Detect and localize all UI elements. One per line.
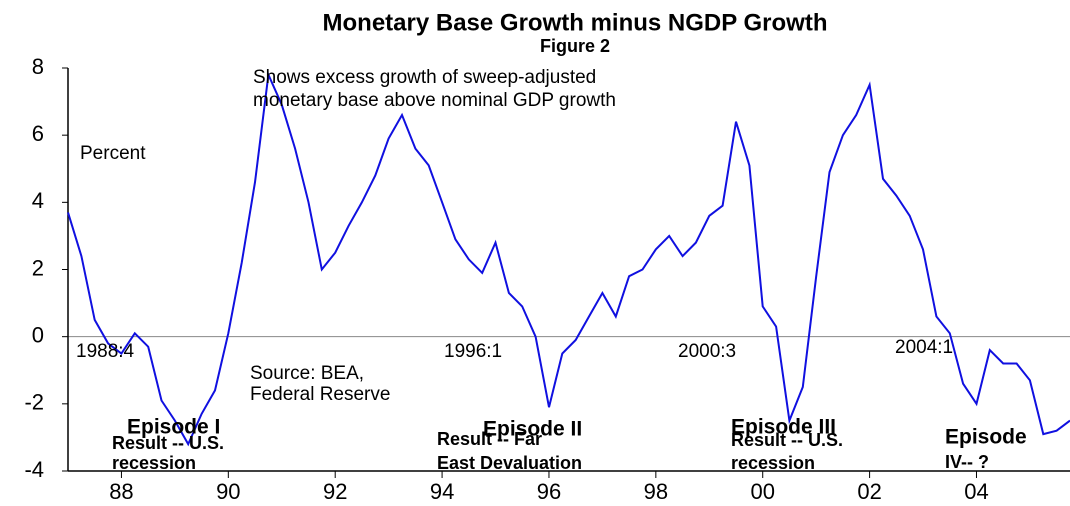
annotation: Source: BEA, [250, 363, 364, 384]
annotation: 1988:4 [76, 341, 135, 362]
annotation: Result -- U.S. [112, 433, 224, 453]
annotation: Result -- U.S. [731, 430, 843, 450]
chart-title: Monetary Base Growth minus NGDP Growth [323, 9, 828, 36]
annotation: 2004:1 [895, 337, 953, 358]
x-tick-label: 04 [964, 479, 988, 504]
x-tick-label: 00 [750, 479, 774, 504]
annotation: recession [112, 453, 196, 473]
x-tick-label: 02 [857, 479, 881, 504]
y-tick-label: 6 [32, 121, 44, 146]
annotation: Shows excess growth of sweep-adjusted [253, 67, 596, 88]
annotation: Episode III [731, 416, 836, 439]
annotation: IV-- ? [945, 452, 989, 472]
annotation: Result -- Far [437, 429, 542, 449]
x-tick-label: 98 [644, 479, 668, 504]
annotation: East Devaluation [437, 453, 582, 473]
line-series [67, 71, 1070, 447]
y-tick-label: 8 [32, 54, 44, 79]
y-tick-label: -2 [24, 390, 44, 415]
annotation: recession [731, 453, 815, 473]
x-tick-label: 94 [430, 479, 454, 504]
annotation: Episode II [483, 418, 582, 441]
x-tick-label: 88 [109, 479, 133, 504]
y-axis-label: Percent [80, 143, 146, 164]
annotation: 1996:1 [444, 341, 502, 362]
y-tick-label: 4 [32, 188, 44, 213]
y-tick-label: 0 [32, 322, 44, 347]
annotation: monetary base above nominal GDP growth [253, 90, 616, 111]
annotation: Episode [945, 426, 1027, 449]
x-tick-label: 96 [537, 479, 561, 504]
annotation: 2000:3 [678, 341, 736, 362]
chart-subtitle: Figure 2 [540, 36, 610, 56]
x-tick-label: 92 [323, 479, 347, 504]
annotation: Episode I [127, 416, 220, 439]
x-tick-label: 90 [216, 479, 240, 504]
y-tick-label: 2 [32, 255, 44, 280]
annotation: Federal Reserve [250, 384, 390, 405]
y-tick-label: -4 [24, 457, 44, 482]
